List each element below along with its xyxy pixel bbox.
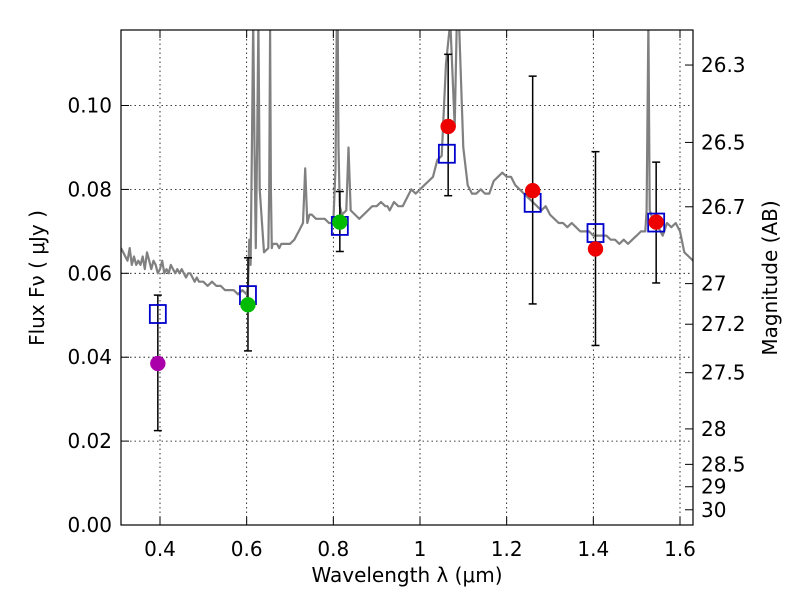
model-point [437, 143, 456, 164]
x-tick-label: 1.4 [577, 537, 609, 561]
grid [121, 30, 693, 525]
spectrum-layer [121, 30, 693, 296]
x-tick-label: 0.6 [231, 537, 263, 561]
y-tick-label: 0.00 [67, 513, 112, 537]
y-tick-label: 0.10 [67, 94, 112, 118]
x-tick-label: 0.4 [144, 537, 176, 561]
observed-point [332, 214, 348, 230]
y-tick-label: 0.06 [67, 261, 112, 285]
x-tick-labels: 0.4 0.6 0.8 1 1.2 1.4 1.6 [144, 537, 696, 561]
y2-tick-label: 29 [701, 475, 726, 499]
model-point [148, 304, 167, 324]
y2-tick-label: 27.5 [701, 361, 746, 385]
y-tick-labels: 0.00 0.02 0.04 0.06 0.08 0.10 [67, 94, 112, 537]
observed-point [150, 355, 166, 372]
y2-tick-label: 30 [701, 498, 726, 522]
x-tick-label: 1 [414, 537, 427, 561]
y2-tick-label: 27.2 [701, 312, 746, 336]
y2-tick-label: 27 [701, 272, 726, 296]
y2-axis-label: Magnitude (AB) [758, 200, 782, 355]
y2-tick-label: 28.5 [701, 452, 746, 476]
circle-layer [150, 118, 664, 372]
observed-point [648, 214, 664, 230]
y2-tick-label: 26.7 [701, 195, 746, 219]
x-tick-label: 1.6 [664, 537, 696, 561]
y-tick-label: 0.02 [67, 429, 112, 453]
observed-point [240, 297, 256, 313]
y2-tick-label: 26.5 [701, 130, 746, 154]
y-tick-label: 0.04 [67, 345, 112, 369]
y2-tick-label: 28 [701, 417, 726, 441]
observed-point [524, 182, 541, 199]
observed-point [440, 118, 456, 135]
y-tick-label: 0.08 [67, 177, 112, 201]
observed-point [587, 241, 604, 257]
model-point [647, 212, 666, 233]
spectrum-line [121, 30, 693, 296]
x-axis-label: Wavelength λ (μm) [311, 563, 502, 587]
y-axis-label: Flux Fν ( μJy ) [25, 210, 49, 346]
x-tick-label: 0.8 [317, 537, 349, 561]
y2-tick-label: 26.3 [701, 53, 746, 77]
ticks [121, 30, 693, 526]
plot-frame [120, 29, 694, 526]
x-tick-label: 1.2 [491, 537, 523, 561]
